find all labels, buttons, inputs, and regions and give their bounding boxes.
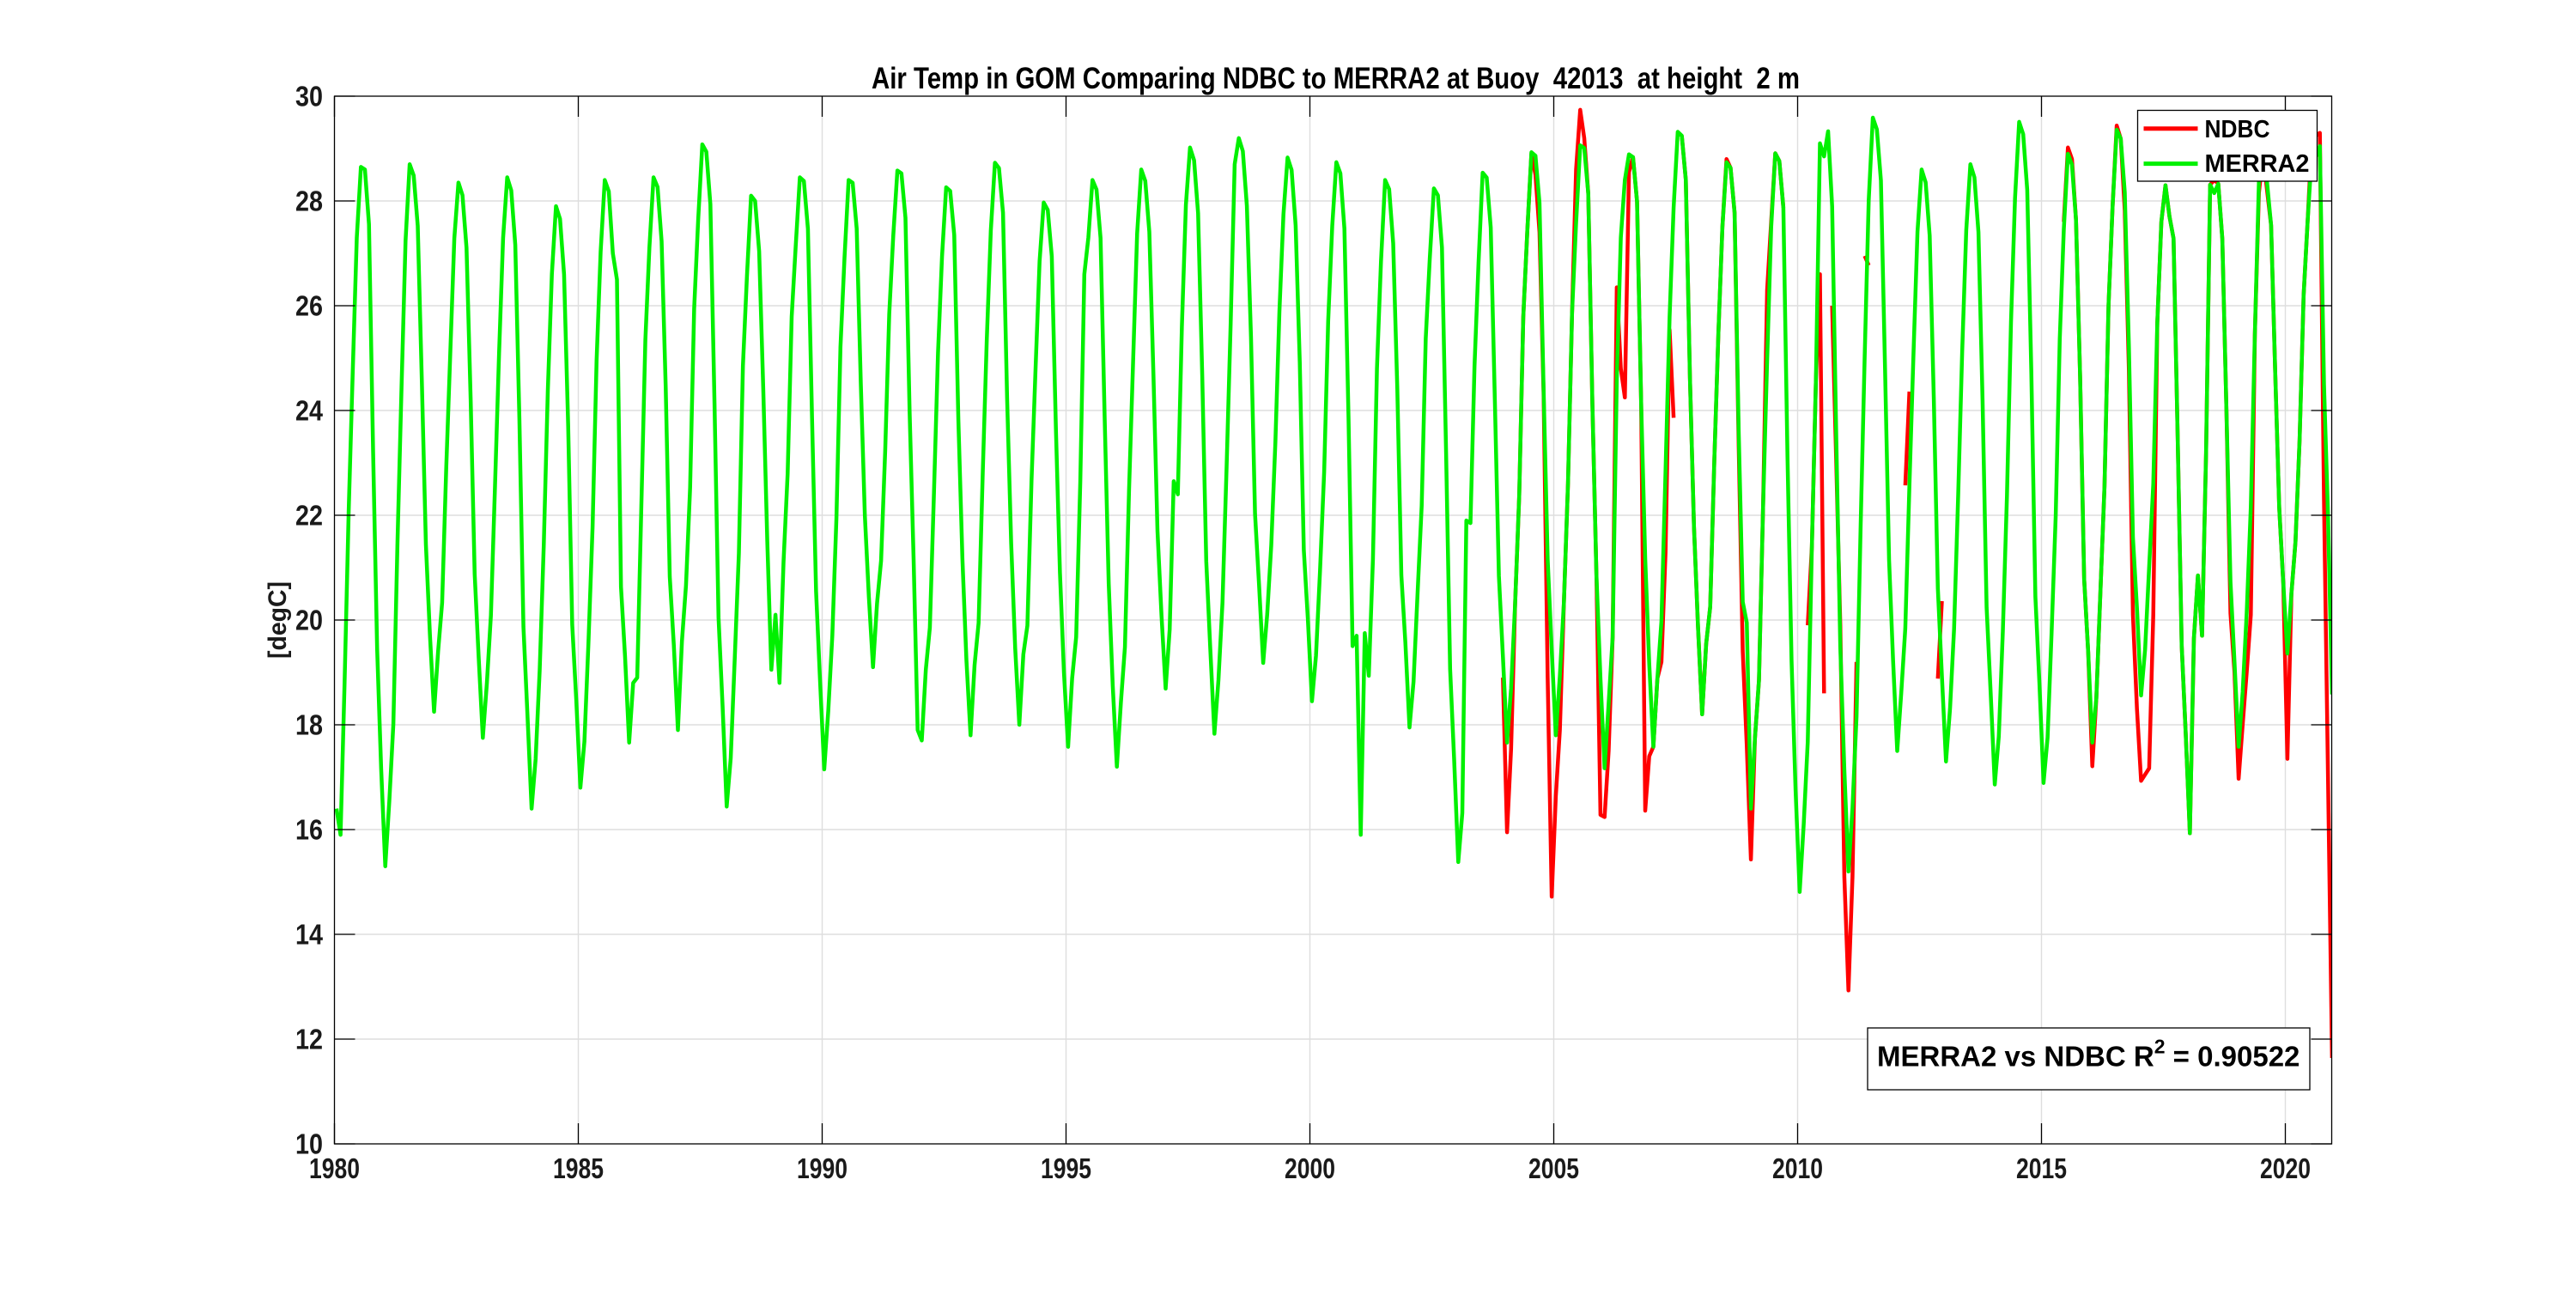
svg-text:26: 26 (295, 290, 323, 322)
svg-text:30: 30 (295, 81, 323, 112)
svg-text:2000: 2000 (1285, 1152, 1335, 1184)
svg-text:12: 12 (295, 1024, 323, 1055)
svg-text:18: 18 (295, 709, 323, 741)
svg-text:22: 22 (295, 500, 323, 532)
svg-text:1985: 1985 (553, 1152, 604, 1184)
svg-text:NDBC: NDBC (2205, 116, 2270, 143)
svg-text:24: 24 (295, 395, 324, 427)
svg-text:28: 28 (295, 185, 323, 217)
svg-text:10: 10 (295, 1128, 323, 1160)
svg-text:1990: 1990 (797, 1152, 848, 1184)
svg-text:MERRA2 vs NDBC R2 = 0.90522: MERRA2 vs NDBC R2 = 0.90522 (1877, 1036, 2300, 1073)
svg-text:2015: 2015 (2016, 1152, 2067, 1184)
svg-text:1980: 1980 (309, 1152, 360, 1184)
svg-text:2020: 2020 (2260, 1152, 2311, 1184)
svg-text:16: 16 (295, 814, 323, 846)
svg-text:1995: 1995 (1041, 1152, 1091, 1184)
svg-text:14: 14 (295, 919, 324, 951)
svg-text:2005: 2005 (1528, 1152, 1579, 1184)
svg-text:[degC]: [degC] (264, 581, 292, 659)
svg-text:2010: 2010 (1772, 1152, 1823, 1184)
svg-text:Air Temp in GOM Comparing NDBC: Air Temp in GOM Comparing NDBC to MERRA2… (872, 62, 1800, 95)
svg-text:MERRA2: MERRA2 (2205, 150, 2310, 178)
svg-text:20: 20 (295, 605, 323, 636)
